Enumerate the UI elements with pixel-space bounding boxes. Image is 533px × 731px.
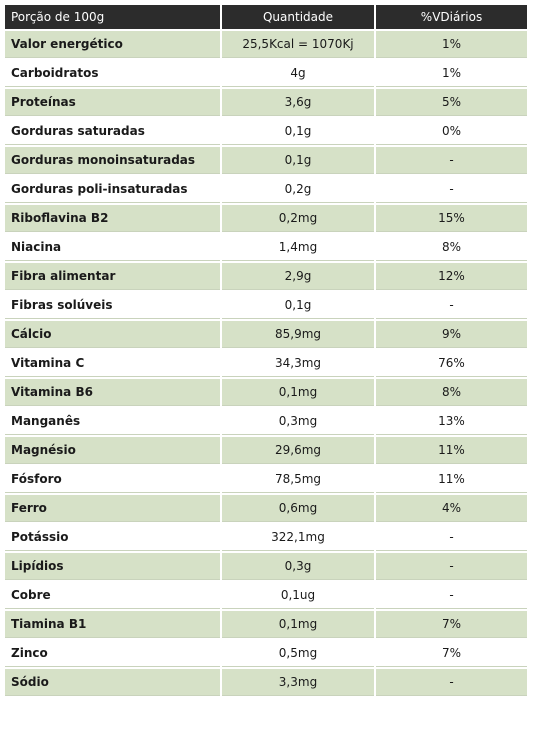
table-row: Potássio 322,1mg - — [5, 524, 527, 551]
nutrition-table: Porção de 100g Quantidade %VDiários Valo… — [3, 3, 529, 698]
nutrient-daily-value: 1% — [376, 60, 527, 87]
header-quantity: Quantidade — [222, 5, 374, 29]
nutrient-name: Tiamina B1 — [5, 611, 220, 638]
nutrient-name: Lipídios — [5, 553, 220, 580]
nutrient-daily-value: 1% — [376, 31, 527, 58]
table-row: Fibra alimentar 2,9g 12% — [5, 263, 527, 290]
nutrient-quantity: 3,3mg — [222, 669, 374, 696]
nutrient-name: Niacina — [5, 234, 220, 261]
nutrient-quantity: 0,2mg — [222, 205, 374, 232]
header-row: Porção de 100g Quantidade %VDiários — [5, 5, 527, 29]
nutrient-quantity: 0,1g — [222, 147, 374, 174]
table-row: Gorduras saturadas 0,1g 0% — [5, 118, 527, 145]
nutrient-quantity: 0,1g — [222, 292, 374, 319]
nutrient-name: Zinco — [5, 640, 220, 667]
nutrient-daily-value: - — [376, 147, 527, 174]
table-body: Valor energético 25,5Kcal = 1070Kj 1% Carbo… — [5, 31, 527, 696]
nutrient-name: Proteínas — [5, 89, 220, 116]
nutrient-quantity: 29,6mg — [222, 437, 374, 464]
nutrient-daily-value: - — [376, 292, 527, 319]
nutrient-name: Potássio — [5, 524, 220, 551]
table-row: Manganês 0,3mg 13% — [5, 408, 527, 435]
nutrient-quantity: 0,1ug — [222, 582, 374, 609]
table-row: Fibras solúveis 0,1g - — [5, 292, 527, 319]
table-row: Vitamina C 34,3mg 76% — [5, 350, 527, 377]
nutrient-name: Valor energético — [5, 31, 220, 58]
header-portion: Porção de 100g — [5, 5, 220, 29]
table-row: Gorduras monoinsaturadas 0,1g - — [5, 147, 527, 174]
nutrient-daily-value: - — [376, 582, 527, 609]
nutrient-name: Riboflavina B2 — [5, 205, 220, 232]
header-daily-value: %VDiários — [376, 5, 527, 29]
nutrient-quantity: 2,9g — [222, 263, 374, 290]
nutrient-daily-value: 7% — [376, 640, 527, 667]
nutrient-quantity: 0,1mg — [222, 611, 374, 638]
nutrient-daily-value: 4% — [376, 495, 527, 522]
nutrient-daily-value: 0% — [376, 118, 527, 145]
table-row: Sódio 3,3mg - — [5, 669, 527, 696]
table-row: Niacina 1,4mg 8% — [5, 234, 527, 261]
nutrient-name: Sódio — [5, 669, 220, 696]
nutrient-name: Cálcio — [5, 321, 220, 348]
nutrient-quantity: 4g — [222, 60, 374, 87]
nutrient-name: Gorduras poli-insaturadas — [5, 176, 220, 203]
nutrient-daily-value: 76% — [376, 350, 527, 377]
table-row: Riboflavina B2 0,2mg 15% — [5, 205, 527, 232]
table-row: Lipídios 0,3g - — [5, 553, 527, 580]
nutrient-daily-value: - — [376, 553, 527, 580]
nutrient-quantity: 3,6g — [222, 89, 374, 116]
nutrient-daily-value: 11% — [376, 466, 527, 493]
nutrient-name: Magnésio — [5, 437, 220, 464]
nutrient-name: Vitamina B6 — [5, 379, 220, 406]
nutrient-quantity: 34,3mg — [222, 350, 374, 377]
table-row: Zinco 0,5mg 7% — [5, 640, 527, 667]
nutrient-daily-value: 12% — [376, 263, 527, 290]
nutrient-quantity: 25,5Kcal = 1070Kj — [222, 31, 374, 58]
table-row: Carboidratos 4g 1% — [5, 60, 527, 87]
nutrient-quantity: 0,1g — [222, 118, 374, 145]
table-row: Cálcio 85,9mg 9% — [5, 321, 527, 348]
nutrient-name: Manganês — [5, 408, 220, 435]
nutrient-daily-value: 8% — [376, 234, 527, 261]
nutrient-daily-value: 13% — [376, 408, 527, 435]
nutrient-daily-value: 7% — [376, 611, 527, 638]
table-row: Fósforo 78,5mg 11% — [5, 466, 527, 493]
nutrient-daily-value: 5% — [376, 89, 527, 116]
table-header: Porção de 100g Quantidade %VDiários — [5, 5, 527, 29]
nutrient-name: Gorduras saturadas — [5, 118, 220, 145]
table-row: Cobre 0,1ug - — [5, 582, 527, 609]
nutrient-daily-value: 8% — [376, 379, 527, 406]
nutrient-name: Vitamina C — [5, 350, 220, 377]
nutrient-daily-value: - — [376, 524, 527, 551]
nutrient-quantity: 0,1mg — [222, 379, 374, 406]
table-row: Gorduras poli-insaturadas 0,2g - — [5, 176, 527, 203]
nutrient-name: Carboidratos — [5, 60, 220, 87]
table-row: Ferro 0,6mg 4% — [5, 495, 527, 522]
nutrient-name: Gorduras monoinsaturadas — [5, 147, 220, 174]
table-row: Valor energético 25,5Kcal = 1070Kj 1% — [5, 31, 527, 58]
table-row: Vitamina B6 0,1mg 8% — [5, 379, 527, 406]
nutrient-name: Ferro — [5, 495, 220, 522]
nutrient-daily-value: 9% — [376, 321, 527, 348]
table-row: Magnésio 29,6mg 11% — [5, 437, 527, 464]
nutrient-quantity: 78,5mg — [222, 466, 374, 493]
nutrient-quantity: 0,3mg — [222, 408, 374, 435]
nutrient-name: Fósforo — [5, 466, 220, 493]
nutrient-name: Cobre — [5, 582, 220, 609]
nutrient-quantity: 0,6mg — [222, 495, 374, 522]
table-row: Proteínas 3,6g 5% — [5, 89, 527, 116]
nutrient-quantity: 0,2g — [222, 176, 374, 203]
nutrient-daily-value: - — [376, 176, 527, 203]
nutrient-daily-value: 15% — [376, 205, 527, 232]
nutrient-quantity: 0,5mg — [222, 640, 374, 667]
nutrient-daily-value: - — [376, 669, 527, 696]
nutrient-daily-value: 11% — [376, 437, 527, 464]
nutrient-quantity: 322,1mg — [222, 524, 374, 551]
nutrient-quantity: 0,3g — [222, 553, 374, 580]
nutrient-quantity: 85,9mg — [222, 321, 374, 348]
table-row: Tiamina B1 0,1mg 7% — [5, 611, 527, 638]
nutrient-quantity: 1,4mg — [222, 234, 374, 261]
nutrient-name: Fibra alimentar — [5, 263, 220, 290]
nutrient-name: Fibras solúveis — [5, 292, 220, 319]
